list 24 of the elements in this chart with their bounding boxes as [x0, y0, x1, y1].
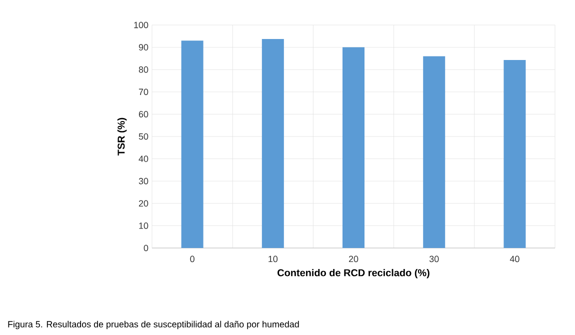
x-tick-label: 20 [348, 256, 358, 262]
y-tick-label: 70 [138, 88, 148, 96]
text: Figura 5. Resultados de pruebas de susceptibilidad al daño por humedad [8, 320, 299, 330]
bar [342, 47, 365, 248]
x-tick-label: 30 [429, 256, 439, 262]
y-tick-label: 30 [138, 178, 148, 184]
y-tick-label: 50 [138, 133, 148, 140]
y-tick-label: 80 [138, 66, 148, 73]
bar [504, 60, 526, 248]
y-tick-label: 100 [134, 22, 148, 28]
bar [181, 40, 204, 248]
y-tick-label: 10 [139, 222, 148, 229]
x-axis-title: Contenido de RCD reciclado (%) [278, 268, 430, 278]
y-tick-label: 90 [138, 44, 148, 50]
x-tick-label: 0 [190, 256, 194, 262]
x-tick-label: 10 [268, 256, 278, 262]
y-tick-label: 0 [144, 244, 148, 252]
y-tick-label: 60 [138, 111, 148, 118]
bar [423, 56, 446, 248]
bar [262, 39, 284, 248]
x-tick-label: 40 [510, 256, 520, 262]
y-axis-title: TSR (%) [117, 118, 127, 156]
y-tick-label: 40 [138, 156, 148, 162]
y-tick-label: 20 [138, 200, 148, 207]
